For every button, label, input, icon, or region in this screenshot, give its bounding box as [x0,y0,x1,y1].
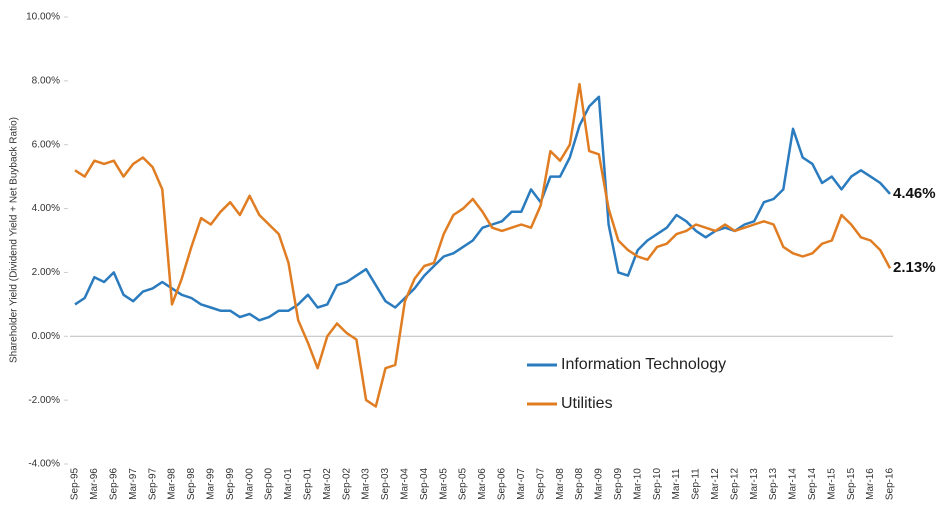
x-tick-label: Sep-16 [885,467,896,500]
x-tick-label: Mar-15 [826,468,837,500]
x-tick-label: Sep-02 [341,467,352,500]
x-tick-label: Sep-05 [458,467,469,500]
x-tick-label: Mar-04 [400,468,411,500]
x-tick-label: Sep-13 [768,467,779,500]
x-tick-label: Sep-04 [419,467,430,500]
y-tick-label: -2.00% [28,395,60,406]
y-tick-label: 8.00% [32,75,60,86]
x-tick-label: Sep-09 [613,467,624,500]
x-tick-label: Mar-96 [89,468,100,500]
end-value-label: 2.13% [893,259,936,276]
x-tick-label: Mar-97 [128,468,139,500]
x-tick-label: Mar-09 [594,468,605,500]
x-tick-label: Mar-02 [322,468,333,500]
x-tick-label: Sep-95 [70,467,81,500]
x-tick-label: Mar-12 [710,468,721,500]
x-tick-label: Sep-03 [380,467,391,500]
x-tick-label: Sep-15 [846,467,857,500]
y-tick-label: 2.00% [32,267,60,278]
x-tick-label: Sep-06 [497,467,508,500]
x-tick-label: Sep-07 [535,467,546,500]
x-tick-label: Mar-08 [555,468,566,500]
y-axis-label: Shareholder Yield (Dividend Yield + Net … [9,117,20,363]
x-tick-label: Mar-00 [244,468,255,500]
x-tick-label: Sep-12 [729,467,740,500]
end-value-label: 4.46% [893,185,936,202]
x-tick-label: Mar-03 [361,468,372,500]
legend-label: Utilities [561,395,613,412]
x-tick-label: Mar-16 [865,468,876,500]
series-line [74,82,892,408]
x-tick-label: Mar-10 [632,468,643,500]
x-tick-label: Sep-97 [147,467,158,500]
x-tick-label: Mar-98 [167,468,178,500]
x-tick-label: Mar-01 [283,468,294,500]
x-tick-label: Mar-11 [671,468,682,499]
y-tick-label: 4.00% [32,203,60,214]
legend-label: Information Technology [561,356,726,373]
x-tick-label: Mar-06 [477,468,488,500]
x-tick-label: Sep-11 [691,468,702,500]
y-tick-label: -4.00% [28,459,60,470]
y-tick-label: 0.00% [32,331,60,342]
x-tick-label: Sep-99 [225,467,236,500]
y-tick-label: 10.00% [26,12,60,23]
series-line [74,95,891,322]
x-tick-label: Mar-13 [749,468,760,500]
x-tick-label: Mar-07 [516,468,527,500]
x-tick-label: Sep-00 [264,467,275,500]
x-tick-label: Sep-08 [574,467,585,500]
x-tick-label: Mar-99 [205,468,216,500]
x-tick-label: Sep-14 [807,467,818,500]
y-tick-label: 6.00% [32,139,60,150]
x-tick-label: Sep-10 [652,467,663,500]
x-tick-label: Mar-05 [438,468,449,500]
x-tick-label: Mar-14 [788,468,799,500]
x-tick-label: Sep-01 [302,467,313,500]
x-tick-label: Sep-98 [186,467,197,500]
x-tick-label: Sep-96 [108,467,119,500]
